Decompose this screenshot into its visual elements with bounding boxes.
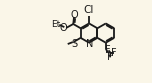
Text: O: O xyxy=(60,23,67,33)
Text: F: F xyxy=(105,45,111,55)
Text: N: N xyxy=(86,39,93,49)
Text: O: O xyxy=(71,10,79,20)
Text: Cl: Cl xyxy=(84,5,94,15)
Text: S: S xyxy=(71,39,77,49)
Text: F: F xyxy=(111,48,116,58)
Text: Et: Et xyxy=(52,20,61,29)
Text: F: F xyxy=(107,52,112,62)
